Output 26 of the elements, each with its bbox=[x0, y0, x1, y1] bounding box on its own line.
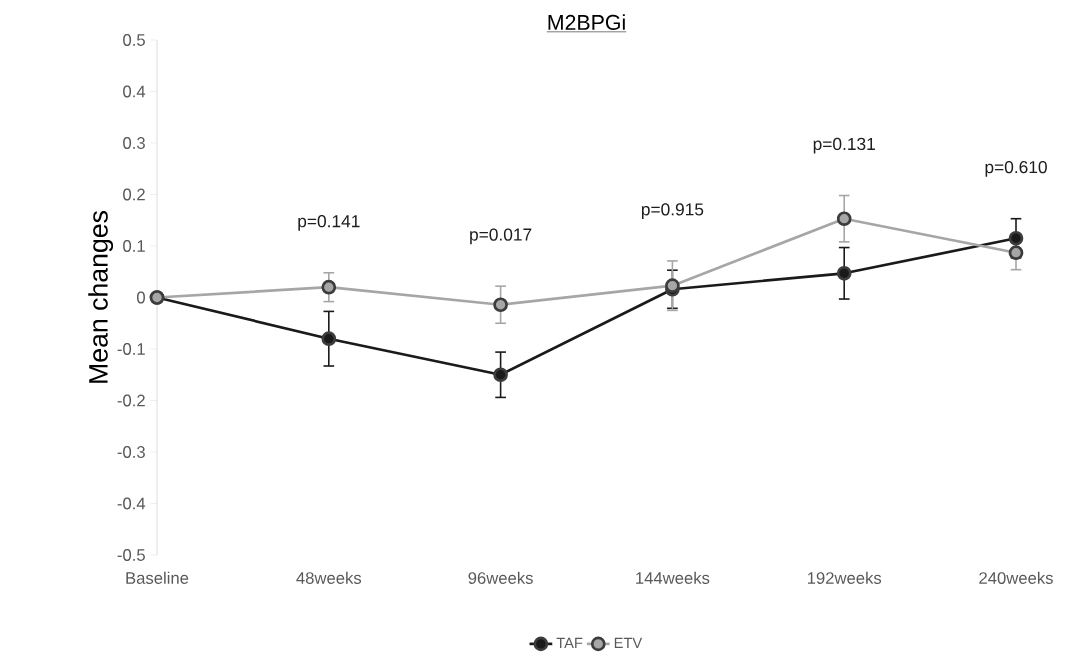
y-tick-label: -0.2 bbox=[117, 394, 145, 407]
annotation: p=0.131 bbox=[813, 137, 875, 154]
annotation: p=0.141 bbox=[298, 214, 360, 231]
y-tick-label: -0.3 bbox=[117, 445, 145, 458]
y-tick-label: 0.2 bbox=[123, 188, 145, 201]
x-tick-label: 240weeks bbox=[979, 571, 1053, 584]
annotation: p=0.915 bbox=[641, 203, 704, 219]
y-tick-label: -0.5 bbox=[117, 548, 145, 561]
annotation: p=0.610 bbox=[985, 160, 1047, 177]
y-tick-label: -0.4 bbox=[117, 497, 146, 510]
y-tick-label: 0 bbox=[137, 291, 145, 304]
legend-label: ETV bbox=[614, 637, 643, 648]
y-tick-label: 0.4 bbox=[123, 85, 146, 98]
y-tick-label: 0.1 bbox=[123, 239, 145, 252]
chart-title: M2BPGi bbox=[548, 14, 625, 30]
x-tick-label: Baseline bbox=[126, 571, 189, 584]
legend-label: TAF bbox=[556, 637, 583, 648]
y-tick-label: 0.5 bbox=[123, 33, 145, 46]
x-tick-label: 192weeks bbox=[807, 571, 882, 584]
x-tick-label: 48weeks bbox=[296, 571, 362, 584]
x-tick-label: 96weeks bbox=[468, 571, 533, 584]
y-tick-label: -0.1 bbox=[117, 342, 145, 355]
y-tick-label: 0.3 bbox=[123, 136, 145, 149]
y-axis-title: Mean changes bbox=[88, 210, 114, 383]
x-tick-label: 144weeks bbox=[636, 571, 710, 584]
annotation: p=0.017 bbox=[470, 228, 532, 244]
